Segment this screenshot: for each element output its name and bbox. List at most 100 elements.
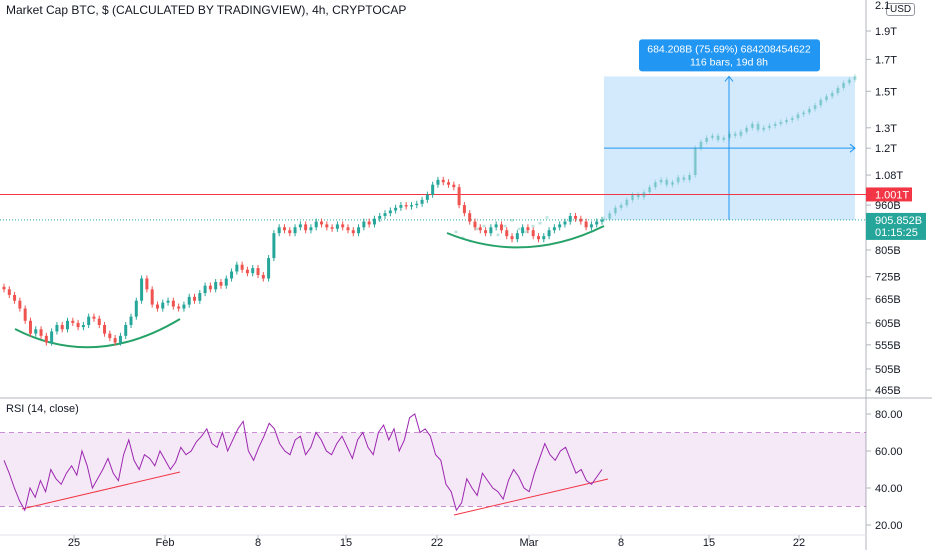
projection-candle <box>802 112 806 115</box>
cup-curve-left <box>14 318 181 349</box>
current-price-label: 905.852B <box>875 215 922 227</box>
projection-candle <box>665 179 669 185</box>
candle <box>182 304 186 309</box>
measure-info-box <box>639 39 820 72</box>
cup-curve-right <box>446 225 605 249</box>
candle <box>293 227 297 234</box>
time-tick-label: 8 <box>255 537 261 549</box>
candle <box>129 316 133 325</box>
candle <box>425 194 429 200</box>
currency-button[interactable]: USD <box>886 3 916 16</box>
candle <box>118 335 122 343</box>
price-tick-label-partial: 2.1 <box>875 0 890 12</box>
projection-candle <box>762 127 766 130</box>
candle <box>66 320 70 330</box>
candle <box>256 268 260 275</box>
projection-candle <box>636 194 640 198</box>
candle <box>526 227 530 231</box>
projection-candle <box>699 141 703 149</box>
measure-info-line2: 116 bars, 19d 8h <box>690 56 768 68</box>
projection-candle <box>670 182 674 185</box>
projection-candle <box>807 108 811 113</box>
time-tick-label: 15 <box>340 537 352 549</box>
current-price-label-bg <box>866 212 926 240</box>
candle <box>462 205 466 214</box>
price-tick-label: 1.2T <box>875 143 897 155</box>
candle <box>267 258 271 279</box>
cup-curves <box>14 225 609 516</box>
candle <box>341 224 345 228</box>
candle <box>415 203 419 206</box>
projection-candle <box>682 177 686 180</box>
projection-candle <box>710 135 714 138</box>
rsi-series <box>3 413 603 512</box>
candle <box>394 207 398 211</box>
candle <box>441 179 445 183</box>
projection-echo-candle <box>454 230 458 234</box>
time-axis[interactable]: 25 Feb 8 15 22 Mar 8 15 22 <box>68 535 805 549</box>
rsi-tick-label: 80.00 <box>875 409 903 421</box>
projection-candle <box>722 137 726 140</box>
projection-candle <box>756 123 760 130</box>
candle <box>515 233 519 240</box>
candle <box>574 215 578 219</box>
candle <box>404 205 408 207</box>
candle <box>150 289 154 305</box>
projection-echo-candle <box>524 230 528 234</box>
candle <box>28 320 32 334</box>
horizontal-line-label: 1.001T <box>875 189 910 201</box>
projection-echo-candle <box>510 219 514 222</box>
candle <box>473 221 477 228</box>
projection-candle <box>773 123 777 126</box>
candle <box>489 227 493 234</box>
projection-candle <box>767 125 771 128</box>
candle <box>155 304 159 309</box>
candle <box>484 230 488 234</box>
projection-candle <box>750 123 754 128</box>
candle <box>536 236 540 240</box>
candle <box>436 179 440 185</box>
price-tick-label: 1.7T <box>875 54 897 66</box>
rsi-axis[interactable]: 20.00 40.00 60.00 80.00 <box>866 409 903 532</box>
projection-candle <box>728 133 731 138</box>
projection-candle <box>785 120 789 122</box>
candle <box>230 271 234 279</box>
candle <box>330 227 334 229</box>
candle <box>420 199 424 204</box>
candle <box>193 296 197 301</box>
candle <box>568 215 572 222</box>
candle <box>468 213 472 222</box>
candle <box>219 282 223 286</box>
candle <box>103 324 107 334</box>
candles <box>2 176 604 346</box>
projection-candles <box>454 73 857 243</box>
candle <box>34 329 38 334</box>
projection-candle <box>739 131 743 136</box>
projection-candle <box>676 177 680 183</box>
candle <box>478 227 482 231</box>
candle <box>431 184 435 195</box>
rsi-trendline-right <box>453 478 609 516</box>
measure-arrow-up <box>724 75 734 82</box>
candle <box>140 278 144 301</box>
candle <box>320 221 324 225</box>
candle <box>362 221 366 228</box>
projection-candle <box>659 179 663 183</box>
price-tick-label: 1.9T <box>875 26 897 38</box>
price-axis[interactable]: 465B 505B 555B 605B 665B 725B 805B 960B 1.08T 1.2… <box>866 0 903 397</box>
projection-candle <box>716 135 720 140</box>
candle <box>39 329 43 336</box>
projection-candle <box>648 187 652 193</box>
candle <box>282 227 286 231</box>
price-tick-label: 1.5T <box>875 86 897 98</box>
projection-echo-candle <box>482 224 486 228</box>
candle <box>494 224 498 228</box>
projection-candle <box>853 76 857 80</box>
rsi-tick-label: 60.00 <box>875 446 903 458</box>
projection-echo-candle <box>517 227 521 231</box>
time-tick-label: 22 <box>793 537 805 549</box>
candle <box>145 278 149 290</box>
candle <box>92 316 96 319</box>
